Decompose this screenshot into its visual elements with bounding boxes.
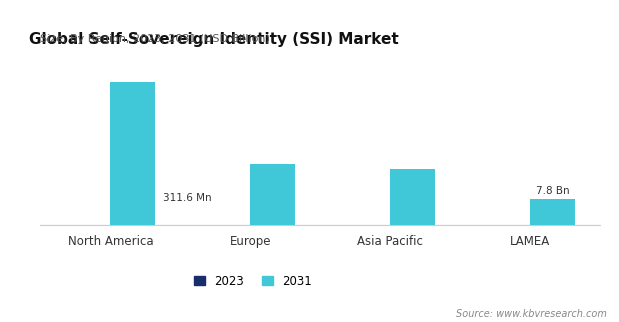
Text: 7.8 Bn: 7.8 Bn — [536, 186, 569, 196]
Bar — [530, 199, 575, 225]
Bar — [250, 164, 295, 225]
Bar — [391, 169, 435, 225]
Text: Size, By Region, 2023, 2031 (USD Billion): Size, By Region, 2023, 2031 (USD Billion… — [40, 34, 270, 44]
Text: Global Self-Sovereign Identity (SSI) Market: Global Self-Sovereign Identity (SSI) Mar… — [29, 32, 399, 47]
Text: 311.6 Mn: 311.6 Mn — [163, 193, 211, 203]
Bar — [110, 82, 155, 225]
Text: Source: www.kbvresearch.com: Source: www.kbvresearch.com — [456, 309, 607, 319]
Legend: 2023, 2031: 2023, 2031 — [191, 271, 315, 291]
